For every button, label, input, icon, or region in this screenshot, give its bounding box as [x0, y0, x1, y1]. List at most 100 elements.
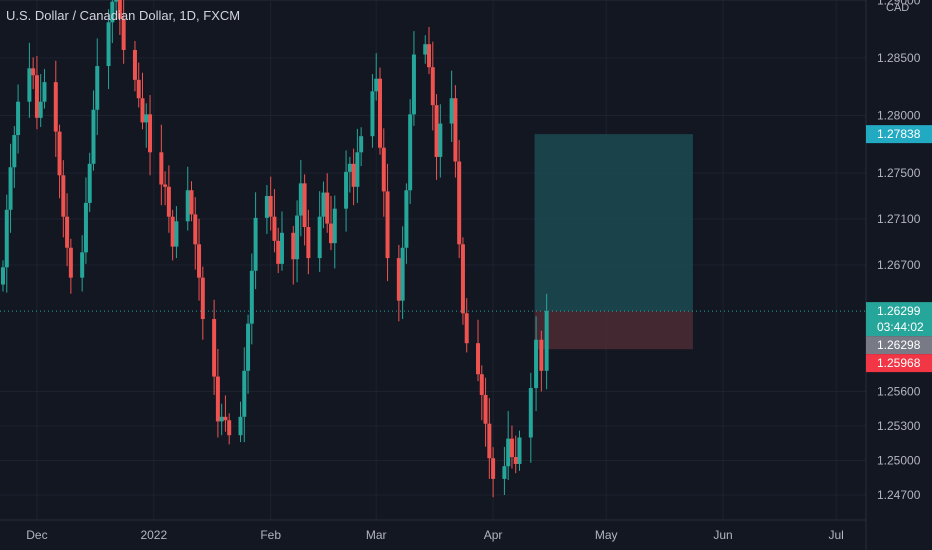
candle-body	[242, 370, 247, 417]
candle-body	[264, 196, 269, 218]
candle-body	[170, 216, 175, 247]
candle-body	[212, 319, 217, 377]
candle-body	[53, 82, 58, 132]
candle-body	[374, 78, 379, 92]
candle-body	[325, 192, 330, 224]
y-tick-label: 1.27500	[877, 166, 921, 180]
candle-body	[132, 49, 137, 80]
candle-body	[140, 98, 145, 123]
candle-body	[215, 376, 220, 422]
position-zones[interactable]	[534, 134, 693, 350]
candle-body	[65, 216, 70, 248]
price-badge-entry	[866, 336, 932, 355]
candle-body	[449, 98, 454, 124]
x-tick-label: May	[595, 528, 618, 542]
price-badge-target	[866, 125, 932, 144]
price-badge-label: 1.26298	[877, 338, 921, 352]
candle-body	[174, 221, 179, 247]
candle-body	[453, 98, 458, 162]
candle-body	[302, 183, 307, 228]
candle-body	[400, 247, 405, 301]
y-tick-label: 1.25000	[877, 454, 921, 468]
y-tick-label: 1.28000	[877, 109, 921, 123]
candle-body	[238, 416, 243, 436]
candle-body	[87, 163, 92, 203]
price-badge-label: 1.26299	[877, 304, 921, 318]
y-tick-label: 1.24700	[877, 488, 921, 502]
candle-body	[80, 252, 85, 278]
candle-body	[189, 190, 194, 215]
candle-body	[460, 244, 465, 314]
candle-body	[509, 438, 514, 458]
candle-body	[185, 190, 190, 222]
candle-body	[106, 22, 111, 67]
y-tick-label: 1.27100	[877, 212, 921, 226]
candle-body	[411, 54, 416, 115]
y-tick-label: 1.28500	[877, 51, 921, 65]
candle-body	[295, 215, 300, 260]
candle-body	[517, 437, 522, 464]
candle-body	[114, 0, 119, 2]
candle-body	[344, 171, 349, 209]
y-tick-label: 1.26700	[877, 258, 921, 272]
currency-label[interactable]: CAD	[886, 2, 910, 14]
candle-body	[4, 209, 9, 268]
candle-body	[197, 244, 202, 278]
candle-body	[430, 67, 435, 106]
y-tick-label: 1.25300	[877, 419, 921, 433]
stop-zone	[534, 311, 693, 350]
candle-body	[12, 135, 17, 168]
candle-body	[159, 152, 164, 185]
x-tick-label: Apr	[484, 528, 503, 542]
price-badge-label: 1.27838	[877, 127, 921, 141]
countdown-label: 03:44:02	[877, 320, 924, 334]
candle-body	[148, 114, 153, 153]
candlesticks	[1, 0, 549, 498]
candle-body	[268, 196, 273, 217]
candle-body	[144, 114, 149, 123]
candle-body	[272, 216, 277, 241]
candle-body	[68, 247, 73, 278]
candle-body	[544, 311, 549, 371]
candle-body	[276, 240, 281, 264]
target-zone	[534, 134, 693, 312]
candle-body	[328, 223, 333, 244]
price-badge-current	[866, 302, 932, 337]
candle-body	[396, 258, 401, 301]
candle-body	[117, 0, 122, 19]
candle-body	[1, 267, 5, 285]
candle-body	[166, 186, 171, 217]
candle-body	[306, 227, 311, 259]
candle-body	[27, 68, 32, 102]
candle-body	[95, 66, 100, 110]
price-badges: 1.27838 1.26299 03:44:02 1.26298 1.25968	[866, 125, 932, 373]
candle-body	[351, 163, 356, 187]
candle-body	[163, 184, 168, 187]
x-tick-label: Dec	[26, 528, 47, 542]
candle-body	[370, 91, 375, 137]
candle-body	[91, 109, 96, 164]
candle-body	[528, 388, 533, 438]
candle-body	[385, 191, 390, 259]
candle-body	[491, 458, 496, 479]
candle-body	[404, 190, 409, 248]
candle-body	[136, 79, 141, 99]
x-tick-label: Feb	[260, 528, 281, 542]
candle-body	[298, 183, 303, 216]
price-badge-label: 1.25968	[877, 356, 921, 370]
candle-body	[502, 466, 507, 479]
candle-body	[110, 1, 115, 23]
candle-body	[16, 101, 21, 136]
x-tick-label: Mar	[366, 528, 387, 542]
price-badge-stop	[866, 354, 932, 373]
candle-body	[378, 78, 382, 148]
x-tick-label: 2022	[140, 528, 167, 542]
candle-body	[8, 167, 13, 210]
x-tick-label: Jul	[828, 528, 843, 542]
symbol-title[interactable]: U.S. Dollar / Canadian Dollar, 1D, FXCM	[6, 8, 241, 23]
candle-body	[38, 101, 43, 118]
candle-body	[200, 277, 205, 320]
candle-body	[34, 75, 39, 118]
